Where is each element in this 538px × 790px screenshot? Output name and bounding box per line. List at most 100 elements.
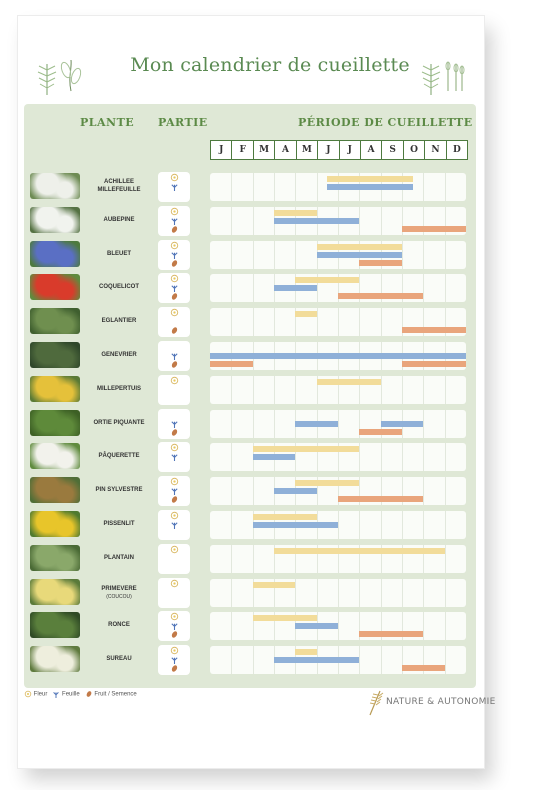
leaf-icon <box>171 184 178 191</box>
plant-photo <box>30 545 80 571</box>
flower-harvest-bar <box>252 514 317 520</box>
month-gridline <box>402 477 403 505</box>
month-gridline <box>231 579 233 607</box>
month-gridline <box>380 308 382 336</box>
header-part: PARTIE <box>158 116 208 129</box>
plant-name-line: MILLEFEUILLE <box>97 187 141 193</box>
fruit-harvest-bar <box>402 665 445 671</box>
seed-icon <box>171 327 178 334</box>
plant-photo <box>30 342 80 368</box>
month-gridline <box>402 579 403 607</box>
month-gridline <box>423 646 425 674</box>
month-gridline <box>423 308 425 336</box>
plant-name: PISSENLIT <box>84 520 154 528</box>
leaf-icon <box>171 218 178 225</box>
month-gridline <box>252 646 254 674</box>
leaf-harvest-bar <box>316 252 402 258</box>
leaf-harvest-bar <box>210 353 466 359</box>
month-gridline <box>402 308 403 336</box>
month-gridline <box>380 207 382 235</box>
parts-box <box>158 476 190 506</box>
seed-icon <box>171 260 178 267</box>
plant-name-line: PLANTAIN <box>104 555 134 561</box>
plant-name-line: COQUELICOT <box>99 284 139 290</box>
month-gridline <box>359 612 361 640</box>
flower-icon <box>170 579 179 588</box>
plant-name: SUREAU <box>84 655 154 663</box>
harvest-grid-row <box>210 410 466 438</box>
month-gridline <box>252 241 254 269</box>
plant-name-line: MILLEPERTUIS <box>96 386 141 392</box>
flower-harvest-bar <box>295 277 360 283</box>
month-gridline <box>402 443 403 471</box>
leaf-icon <box>171 623 178 630</box>
month-gridline <box>359 443 361 471</box>
parts-box <box>158 273 190 303</box>
flower-icon <box>170 376 179 385</box>
harvest-grid-row <box>210 579 466 607</box>
seed-icon <box>171 496 178 503</box>
month-gridline <box>274 241 275 269</box>
harvest-grid-row <box>210 646 466 674</box>
flower-harvest-bar <box>252 615 317 621</box>
leaf-icon <box>171 657 178 664</box>
month-gridline <box>295 545 297 573</box>
month-gridline <box>231 308 233 336</box>
harvest-grid-row <box>210 477 466 505</box>
plant-photo <box>30 612 80 638</box>
leaf-harvest-bar <box>252 522 338 528</box>
month-gridline <box>338 443 339 471</box>
month-cell: A <box>275 141 297 159</box>
plant-name-line: PIN SYLVESTRE <box>95 487 143 493</box>
month-gridline <box>252 173 254 201</box>
plant-photo <box>30 477 80 503</box>
month-gridline <box>423 207 425 235</box>
flower-icon <box>170 612 179 621</box>
month-gridline <box>444 612 446 640</box>
fern-icon-right <box>421 64 441 95</box>
flower-icon <box>170 308 179 317</box>
parts-box <box>158 645 190 675</box>
harvest-grid-row <box>210 342 466 370</box>
month-gridline <box>274 173 275 201</box>
month-gridline <box>231 443 233 471</box>
month-gridline <box>423 173 425 201</box>
month-gridline <box>338 477 339 505</box>
month-gridline <box>338 545 339 573</box>
month-gridline <box>359 274 361 302</box>
fruit-harvest-bar <box>338 293 424 299</box>
parts-box <box>158 510 190 540</box>
harvest-grid-row <box>210 173 466 201</box>
flower-harvest-bar <box>274 548 445 554</box>
month-gridline <box>252 274 254 302</box>
parts-box <box>158 578 190 608</box>
flower-harvest-bar <box>316 244 402 250</box>
plant-name-line: ORTIE PIQUANTE <box>93 420 145 426</box>
month-gridline <box>359 410 361 438</box>
month-gridline <box>274 579 275 607</box>
plant-name: ACHILLEE MILLEFEUILLE <box>84 178 154 194</box>
plant-name: PIN SYLVESTRE <box>84 486 154 494</box>
fruit-harvest-bar <box>338 496 424 502</box>
leaf-harvest-bar <box>380 421 424 427</box>
flower-icon <box>24 690 32 698</box>
month-gridline <box>423 612 425 640</box>
leaf-harvest-bar <box>274 657 360 663</box>
harvest-grid-row <box>210 511 466 539</box>
leaf-sprig-icon <box>60 59 82 92</box>
leaf-harvest-bar <box>252 454 296 460</box>
month-gridline <box>444 207 446 235</box>
month-cell: N <box>425 141 447 159</box>
leaf-harvest-bar <box>295 421 338 427</box>
flower-icon <box>170 545 179 554</box>
month-gridline <box>380 646 382 674</box>
brand-name: NATURE & AUTONOMIE <box>386 697 496 707</box>
fern-icon <box>37 64 57 95</box>
harvest-grid-row <box>210 443 466 471</box>
flower-icon <box>170 241 179 250</box>
month-gridline <box>338 308 339 336</box>
month-gridline <box>252 308 254 336</box>
month-gridline <box>231 545 233 573</box>
month-gridline <box>402 376 403 404</box>
